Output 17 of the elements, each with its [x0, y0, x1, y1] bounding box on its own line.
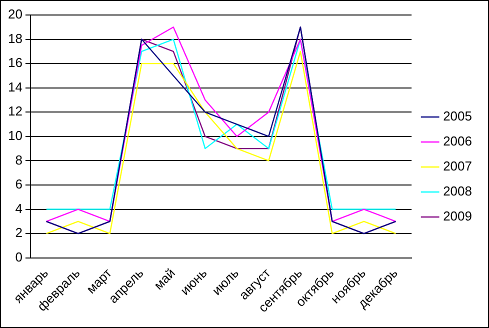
y-tick-label: 16 — [8, 55, 22, 70]
x-tick-label: май — [150, 265, 178, 293]
y-tick-label: 6 — [15, 176, 22, 192]
y-tick-label: 4 — [15, 200, 22, 216]
legend-label: 2008 — [443, 184, 472, 199]
y-tick-label: 20 — [8, 6, 22, 22]
legend-label: 2006 — [443, 134, 472, 149]
y-tick-label: 2 — [15, 225, 22, 240]
y-tick-label: 12 — [8, 104, 22, 119]
legend-label: 2009 — [443, 208, 472, 224]
y-tick-label: 8 — [15, 152, 22, 168]
legend-label: 2005 — [443, 108, 472, 124]
y-tick-label: 10 — [8, 128, 22, 143]
y-tick-label: 0 — [15, 249, 22, 264]
y-tick-label: 14 — [8, 79, 22, 94]
y-tick-label: 18 — [8, 30, 22, 46]
legend-label: 2007 — [443, 158, 472, 174]
